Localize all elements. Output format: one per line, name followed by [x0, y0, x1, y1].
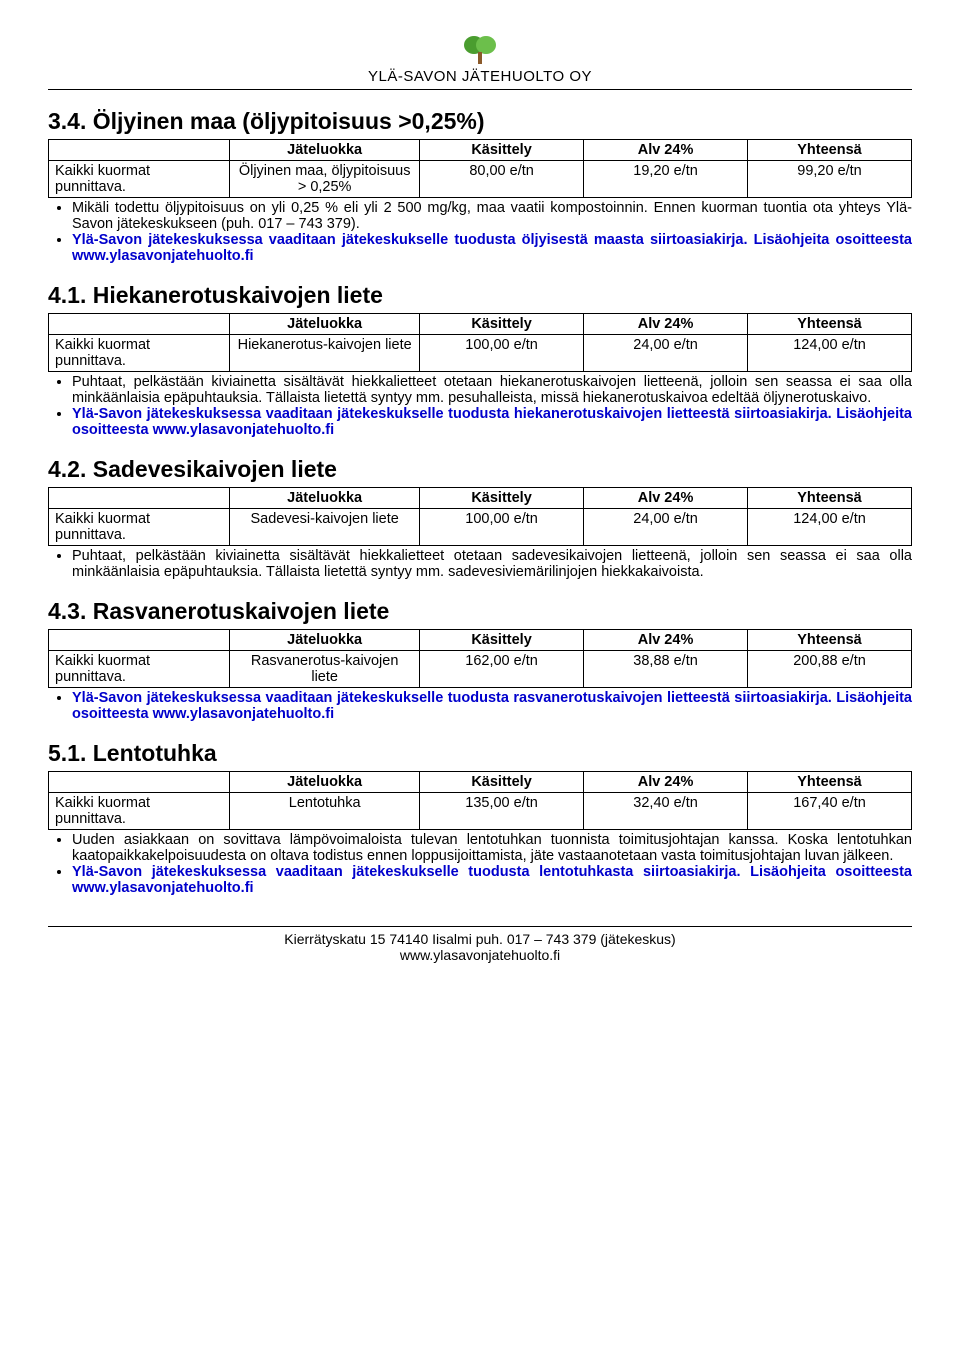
th-jateluokka: Jäteluokka: [230, 488, 420, 509]
note-item: Uuden asiakkaan on sovittava lämpövoimal…: [72, 832, 912, 864]
th-kasittely: Käsittely: [420, 772, 584, 793]
th-jateluokka: Jäteluokka: [230, 140, 420, 161]
th-alv: Alv 24%: [584, 314, 748, 335]
cell-class: Hiekanerotus-kaivojen liete: [230, 335, 420, 372]
note-text-link: Ylä-Savon jätekeskuksessa vaaditaan jäte…: [72, 864, 912, 896]
th-blank: [49, 140, 230, 161]
note-item: Ylä-Savon jätekeskuksessa vaaditaan jäte…: [72, 690, 912, 722]
th-kasittely: Käsittely: [420, 140, 584, 161]
th-yhteensa: Yhteensä: [748, 772, 912, 793]
cell-class: Rasvanerotus-kaivojen liete: [230, 651, 420, 688]
notes-43: Ylä-Savon jätekeskuksessa vaaditaan jäte…: [48, 690, 912, 722]
cell-price: 162,00 e/tn: [420, 651, 584, 688]
cell-alv: 38,88 e/tn: [584, 651, 748, 688]
footer-line2: www.ylasavonjatehuolto.fi: [48, 947, 912, 963]
note-text: Uuden asiakkaan on sovittava lämpövoimal…: [72, 832, 912, 864]
cell-price: 80,00 e/tn: [420, 161, 584, 198]
cell-price: 100,00 e/tn: [420, 509, 584, 546]
cell-total: 200,88 e/tn: [748, 651, 912, 688]
th-yhteensa: Yhteensä: [748, 140, 912, 161]
note-item: Puhtaat, pelkästään kiviainetta sisältäv…: [72, 548, 912, 580]
note-item: Ylä-Savon jätekeskuksessa vaaditaan jäte…: [72, 232, 912, 264]
notes-41: Puhtaat, pelkästään kiviainetta sisältäv…: [48, 374, 912, 438]
page-header: YLÄ-SAVON JÄTEHUOLTO OY: [48, 32, 912, 85]
cell-class: Lentotuhka: [230, 793, 420, 830]
cell-class: Sadevesi-kaivojen liete: [230, 509, 420, 546]
price-table-42: Jäteluokka Käsittely Alv 24% Yhteensä Ka…: [48, 487, 912, 546]
page-footer: Kierrätyskatu 15 74140 Iisalmi puh. 017 …: [48, 926, 912, 963]
logo-icon: [458, 32, 502, 70]
note-text: Puhtaat, pelkästään kiviainetta sisältäv…: [72, 374, 912, 406]
cell-desc: Kaikki kuormat punnittava.: [49, 793, 230, 830]
section-title-43: 4.3. Rasvanerotuskaivojen liete: [48, 598, 912, 625]
cell-price: 135,00 e/tn: [420, 793, 584, 830]
price-table-43: Jäteluokka Käsittely Alv 24% Yhteensä Ka…: [48, 629, 912, 688]
th-blank: [49, 488, 230, 509]
th-yhteensa: Yhteensä: [748, 314, 912, 335]
cell-total: 99,20 e/tn: [748, 161, 912, 198]
note-text: Mikäli todettu öljypitoisuus on yli 0,25…: [72, 200, 912, 232]
price-table-34: Jäteluokka Käsittely Alv 24% Yhteensä Ka…: [48, 139, 912, 198]
cell-desc: Kaikki kuormat punnittava.: [49, 161, 230, 198]
note-text-link: Ylä-Savon jätekeskuksessa vaaditaan jäte…: [72, 232, 912, 264]
table-row: Kaikki kuormat punnittava. Öljyinen maa,…: [49, 161, 912, 198]
cell-price: 100,00 e/tn: [420, 335, 584, 372]
section-title-34: 3.4. Öljyinen maa (öljypitoisuus >0,25%): [48, 108, 912, 135]
th-blank: [49, 630, 230, 651]
note-item: Ylä-Savon jätekeskuksessa vaaditaan jäte…: [72, 864, 912, 896]
table-row: Kaikki kuormat punnittava. Hiekanerotus-…: [49, 335, 912, 372]
cell-total: 167,40 e/tn: [748, 793, 912, 830]
th-blank: [49, 772, 230, 793]
section-title-42: 4.2. Sadevesikaivojen liete: [48, 456, 912, 483]
th-kasittely: Käsittely: [420, 314, 584, 335]
th-yhteensa: Yhteensä: [748, 630, 912, 651]
th-kasittely: Käsittely: [420, 630, 584, 651]
th-alv: Alv 24%: [584, 140, 748, 161]
cell-alv: 19,20 e/tn: [584, 161, 748, 198]
th-yhteensa: Yhteensä: [748, 488, 912, 509]
price-table-51: Jäteluokka Käsittely Alv 24% Yhteensä Ka…: [48, 771, 912, 830]
note-text-link: Ylä-Savon jätekeskuksessa vaaditaan jäte…: [72, 406, 912, 438]
th-jateluokka: Jäteluokka: [230, 772, 420, 793]
th-alv: Alv 24%: [584, 488, 748, 509]
notes-34: Mikäli todettu öljypitoisuus on yli 0,25…: [48, 200, 912, 264]
note-text-link: Ylä-Savon jätekeskuksessa vaaditaan jäte…: [72, 690, 912, 722]
table-row: Kaikki kuormat punnittava. Rasvanerotus-…: [49, 651, 912, 688]
cell-total: 124,00 e/tn: [748, 509, 912, 546]
notes-42: Puhtaat, pelkästään kiviainetta sisältäv…: [48, 548, 912, 580]
cell-class: Öljyinen maa, öljypitoisuus > 0,25%: [230, 161, 420, 198]
th-alv: Alv 24%: [584, 630, 748, 651]
th-kasittely: Käsittely: [420, 488, 584, 509]
cell-total: 124,00 e/tn: [748, 335, 912, 372]
footer-line1: Kierrätyskatu 15 74140 Iisalmi puh. 017 …: [48, 931, 912, 947]
th-jateluokka: Jäteluokka: [230, 314, 420, 335]
note-text: Puhtaat, pelkästään kiviainetta sisältäv…: [72, 548, 912, 580]
th-jateluokka: Jäteluokka: [230, 630, 420, 651]
cell-desc: Kaikki kuormat punnittava.: [49, 335, 230, 372]
section-title-51: 5.1. Lentotuhka: [48, 740, 912, 767]
price-table-41: Jäteluokka Käsittely Alv 24% Yhteensä Ka…: [48, 313, 912, 372]
th-blank: [49, 314, 230, 335]
cell-alv: 32,40 e/tn: [584, 793, 748, 830]
cell-alv: 24,00 e/tn: [584, 509, 748, 546]
section-title-41: 4.1. Hiekanerotuskaivojen liete: [48, 282, 912, 309]
header-rule: [48, 89, 912, 90]
cell-desc: Kaikki kuormat punnittava.: [49, 651, 230, 688]
note-item: Puhtaat, pelkästään kiviainetta sisältäv…: [72, 374, 912, 406]
th-alv: Alv 24%: [584, 772, 748, 793]
notes-51: Uuden asiakkaan on sovittava lämpövoimal…: [48, 832, 912, 896]
note-item: Ylä-Savon jätekeskuksessa vaaditaan jäte…: [72, 406, 912, 438]
table-row: Kaikki kuormat punnittava. Lentotuhka 13…: [49, 793, 912, 830]
cell-desc: Kaikki kuormat punnittava.: [49, 509, 230, 546]
cell-alv: 24,00 e/tn: [584, 335, 748, 372]
note-item: Mikäli todettu öljypitoisuus on yli 0,25…: [72, 200, 912, 232]
table-row: Kaikki kuormat punnittava. Sadevesi-kaiv…: [49, 509, 912, 546]
org-name: YLÄ-SAVON JÄTEHUOLTO OY: [48, 68, 912, 85]
